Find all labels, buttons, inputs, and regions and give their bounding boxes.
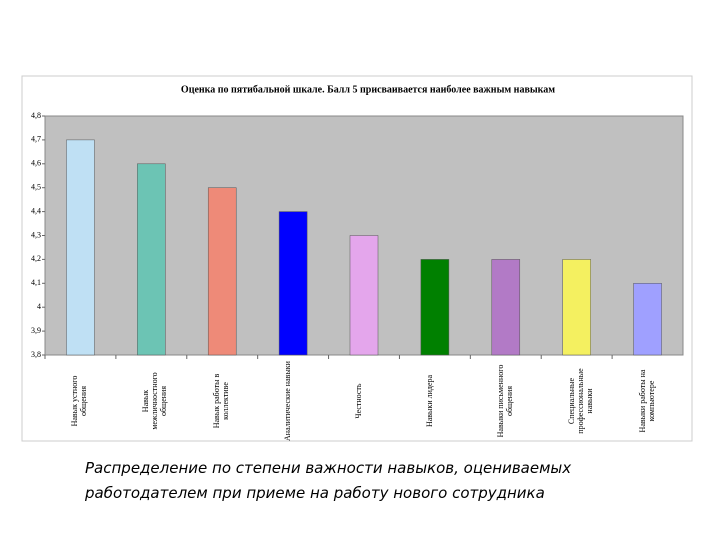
x-tick-label: Навыки письменного общения (495, 364, 514, 438)
bar (137, 163, 166, 356)
x-tick-label: Специальные профессиональные навыки (566, 368, 594, 434)
bar (66, 139, 95, 356)
chart-title: Оценка по пятибальной шкале. Балл 5 прис… (181, 84, 555, 95)
bar (349, 235, 379, 356)
bar (491, 259, 521, 356)
bar (207, 187, 237, 356)
y-tick-label: 4,4 (31, 206, 41, 215)
x-tick-label: Навык работы в коллективе (212, 373, 231, 429)
caption: Распределение по степени важности навыко… (85, 459, 572, 502)
x-tick-label: Навык межличностного общения (141, 372, 169, 430)
y-tick-label: 3,9 (31, 326, 41, 335)
y-tick-label: 3,8 (31, 350, 41, 359)
bar (562, 259, 591, 356)
x-tick-label: Навыки лидера (424, 374, 434, 428)
bar (633, 283, 662, 356)
x-tick-label: Аналитические навыки (283, 361, 293, 441)
bar (278, 211, 308, 356)
y-tick-label: 4,2 (31, 254, 41, 263)
y-tick-label: 4,6 (31, 159, 41, 168)
y-tick-label: 4,5 (31, 183, 41, 192)
bar (420, 259, 450, 356)
y-tick-label: 4,7 (31, 135, 41, 144)
y-tick-label: 4,3 (31, 230, 41, 239)
x-tick-label: Навыки работы на компьютере (637, 369, 656, 433)
x-tick-label: Честность (354, 383, 363, 419)
y-tick-label: 4,1 (31, 278, 41, 287)
y-tick-label: 4 (37, 302, 41, 311)
x-tick-label: Навык устного общения (70, 375, 89, 427)
y-tick-label: 4,8 (31, 111, 41, 120)
